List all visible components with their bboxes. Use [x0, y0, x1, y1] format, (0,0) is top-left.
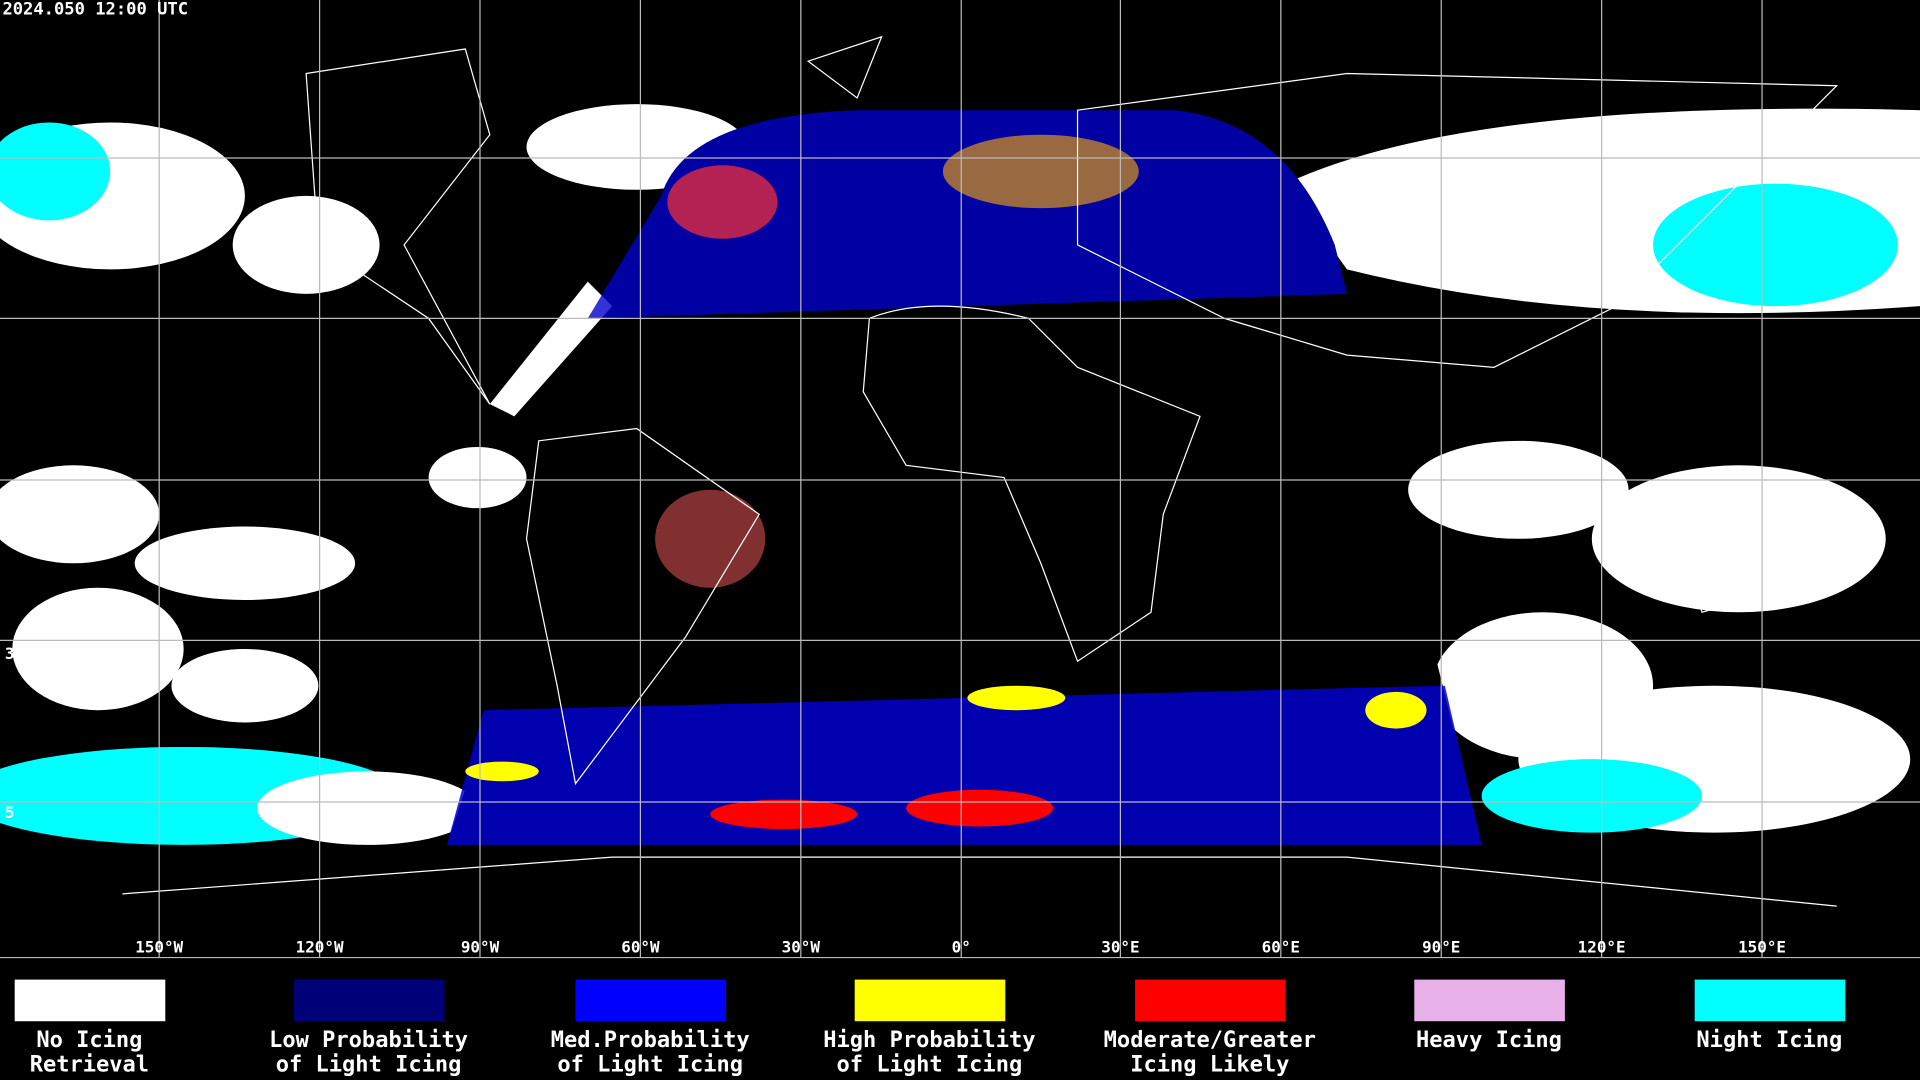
longitude-label: 120°E: [1578, 938, 1626, 957]
legend-label: High Probability: [823, 1028, 1035, 1053]
longitude-label: 150°E: [1738, 938, 1786, 957]
longitude-label: 90°W: [461, 938, 500, 957]
legend-label: Low Probability: [269, 1028, 468, 1053]
legend-label: Night Icing: [1696, 1028, 1842, 1053]
legend-label: Moderate/Greater: [1104, 1028, 1316, 1053]
legend-label: Med.Probability: [551, 1028, 750, 1053]
longitude-label: 60°E: [1262, 938, 1300, 957]
legend-swatch: [1135, 979, 1286, 1022]
legend-label: No Icing: [36, 1028, 142, 1053]
coastlines: [122, 35, 1839, 907]
legend-swatch: [293, 979, 445, 1022]
legend-swatch: [14, 979, 166, 1022]
legend-swatch: [575, 979, 727, 1022]
legend-swatch: [854, 979, 1006, 1022]
cloud-imagery: [0, 104, 1920, 845]
legend-label: Heavy Icing: [1416, 1028, 1562, 1053]
longitude-label: 30°E: [1101, 938, 1139, 957]
legend-label: of Light Icing: [276, 1052, 462, 1077]
longitude-label: 120°W: [296, 938, 344, 957]
legend-swatch: [1694, 979, 1846, 1022]
timestamp: 2024.050 12:00 UTC: [2, 0, 188, 20]
longitude-label: 0°: [952, 938, 971, 957]
legend-swatch: [1414, 979, 1565, 1022]
latitude-label: 5: [5, 803, 15, 822]
longitude-label: 30°W: [782, 938, 821, 957]
longitude-label: 60°W: [621, 938, 660, 957]
graticule: [0, 0, 1920, 958]
longitude-label: 90°E: [1422, 938, 1460, 957]
legend-label: Icing Likely: [1130, 1052, 1289, 1077]
legend-label: Retrieval: [30, 1052, 149, 1077]
legend-label: of Light Icing: [837, 1052, 1023, 1077]
longitude-label: 150°W: [135, 938, 183, 957]
latitude-label: 30: [5, 644, 24, 663]
legend-label: of Light Icing: [557, 1052, 743, 1077]
